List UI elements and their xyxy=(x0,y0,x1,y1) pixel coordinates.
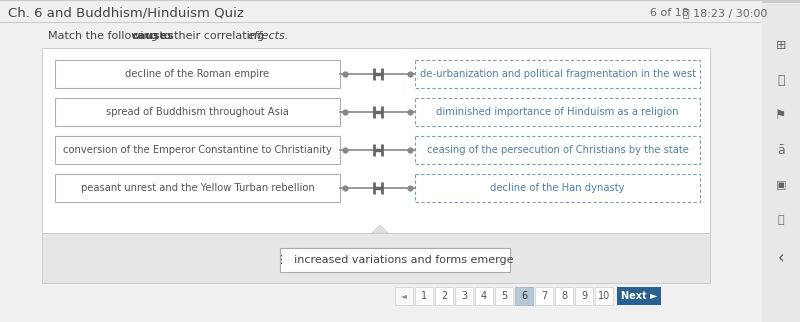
Text: ā: ā xyxy=(777,144,785,156)
Text: ⋮  increased variations and forms emerge: ⋮ increased variations and forms emerge xyxy=(276,255,514,265)
FancyBboxPatch shape xyxy=(535,287,553,305)
FancyBboxPatch shape xyxy=(575,287,593,305)
FancyBboxPatch shape xyxy=(762,0,800,3)
Text: 4: 4 xyxy=(481,291,487,301)
Text: 2: 2 xyxy=(441,291,447,301)
FancyBboxPatch shape xyxy=(475,287,493,305)
FancyBboxPatch shape xyxy=(395,287,413,305)
Text: effects.: effects. xyxy=(247,31,289,41)
Text: diminished importance of Hinduism as a religion: diminished importance of Hinduism as a r… xyxy=(436,107,678,117)
Text: 8: 8 xyxy=(561,291,567,301)
FancyBboxPatch shape xyxy=(55,98,340,126)
Text: ▣: ▣ xyxy=(776,180,786,190)
Polygon shape xyxy=(372,225,388,233)
Text: 6 of 18: 6 of 18 xyxy=(650,8,689,18)
FancyBboxPatch shape xyxy=(415,136,700,164)
Text: 5: 5 xyxy=(501,291,507,301)
FancyBboxPatch shape xyxy=(415,287,433,305)
Text: peasant unrest and the Yellow Turban rebellion: peasant unrest and the Yellow Turban reb… xyxy=(81,183,314,193)
FancyBboxPatch shape xyxy=(495,287,513,305)
FancyBboxPatch shape xyxy=(762,0,800,322)
Text: ‹: ‹ xyxy=(778,249,784,267)
Text: ⓘ: ⓘ xyxy=(778,73,785,87)
FancyBboxPatch shape xyxy=(42,48,710,233)
Text: 10: 10 xyxy=(598,291,610,301)
FancyBboxPatch shape xyxy=(55,136,340,164)
FancyBboxPatch shape xyxy=(617,287,661,305)
Text: decline of the Han dynasty: decline of the Han dynasty xyxy=(490,183,625,193)
Text: ⛶: ⛶ xyxy=(778,215,784,225)
Text: causes: causes xyxy=(131,31,174,41)
FancyBboxPatch shape xyxy=(515,287,533,305)
Text: conversion of the Emperor Constantine to Christianity: conversion of the Emperor Constantine to… xyxy=(63,145,332,155)
FancyBboxPatch shape xyxy=(595,287,613,305)
FancyBboxPatch shape xyxy=(42,233,710,283)
FancyBboxPatch shape xyxy=(55,60,340,88)
Text: 9: 9 xyxy=(581,291,587,301)
Text: Ch. 6 and Buddhism/Hinduism Quiz: Ch. 6 and Buddhism/Hinduism Quiz xyxy=(8,6,244,20)
FancyBboxPatch shape xyxy=(455,287,473,305)
Text: spread of Buddhism throughout Asia: spread of Buddhism throughout Asia xyxy=(106,107,289,117)
FancyBboxPatch shape xyxy=(280,248,510,272)
Text: ⚑: ⚑ xyxy=(775,109,786,121)
Text: 7: 7 xyxy=(541,291,547,301)
Text: decline of the Roman empire: decline of the Roman empire xyxy=(126,69,270,79)
Text: 6: 6 xyxy=(521,291,527,301)
FancyBboxPatch shape xyxy=(55,174,340,202)
Text: 3: 3 xyxy=(461,291,467,301)
FancyBboxPatch shape xyxy=(555,287,573,305)
Text: de-urbanization and political fragmentation in the west: de-urbanization and political fragmentat… xyxy=(419,69,695,79)
Text: to their correlating: to their correlating xyxy=(156,31,267,41)
Text: ⊞: ⊞ xyxy=(776,39,786,52)
Text: ⏱ 18:23 / 30:00: ⏱ 18:23 / 30:00 xyxy=(676,8,767,18)
Text: ◄: ◄ xyxy=(401,291,407,300)
Text: 1: 1 xyxy=(421,291,427,301)
FancyBboxPatch shape xyxy=(415,174,700,202)
Text: Next ►: Next ► xyxy=(621,291,658,301)
FancyBboxPatch shape xyxy=(435,287,453,305)
Text: Match the following: Match the following xyxy=(48,31,162,41)
FancyBboxPatch shape xyxy=(415,60,700,88)
FancyBboxPatch shape xyxy=(415,98,700,126)
Text: ceasing of the persecution of Christians by the state: ceasing of the persecution of Christians… xyxy=(426,145,689,155)
